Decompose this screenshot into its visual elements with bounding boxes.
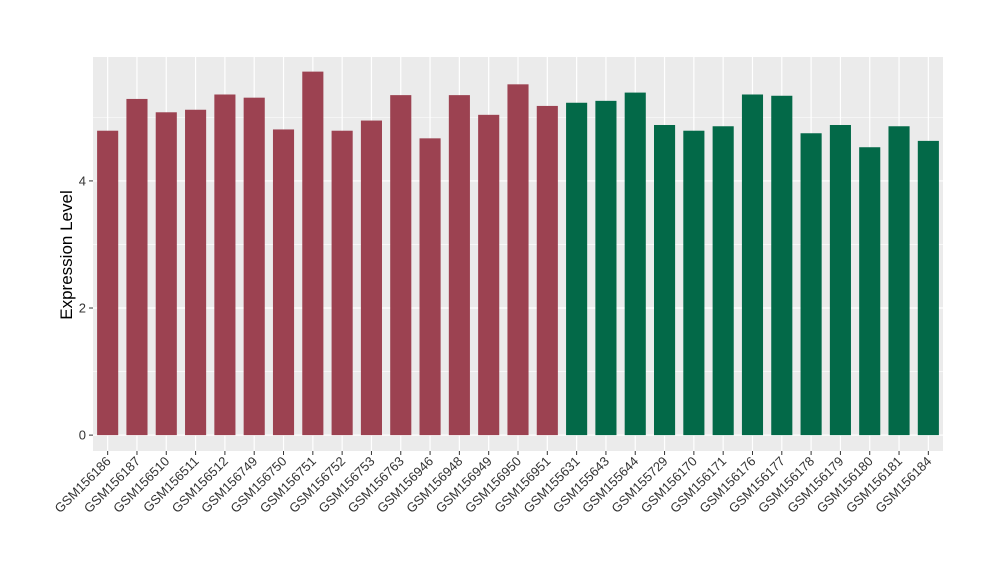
bar-GSM156179 — [829, 124, 851, 436]
x-axis: GSM156186GSM156187GSM156510GSM156511GSM1… — [52, 451, 934, 516]
bar-GSM156186 — [97, 130, 119, 436]
bar-GSM155643 — [595, 100, 617, 436]
bar-GSM156170 — [683, 130, 705, 436]
bar-GSM155631 — [566, 102, 588, 436]
y-tick-label: 0 — [79, 428, 86, 443]
bar-GSM155644 — [624, 92, 646, 436]
y-tick-label: 4 — [79, 173, 86, 188]
bar-GSM156510 — [155, 112, 177, 436]
bar-GSM156171 — [712, 126, 734, 436]
bar-GSM156949 — [478, 114, 500, 436]
bar-GSM156948 — [448, 95, 470, 436]
bar-GSM156763 — [390, 95, 412, 436]
bar-GSM156946 — [419, 138, 441, 436]
bars — [97, 71, 939, 436]
bar-GSM156951 — [536, 105, 558, 436]
bar-GSM155729 — [654, 124, 676, 436]
bar-GSM156751 — [302, 71, 324, 436]
bar-GSM156178 — [800, 133, 822, 436]
bar-GSM156187 — [126, 98, 148, 436]
bar-GSM156752 — [331, 130, 353, 436]
bar-GSM156749 — [243, 97, 265, 436]
bar-GSM156750 — [272, 129, 295, 436]
y-axis: 0 2 4 — [79, 173, 93, 443]
y-axis-title: Expression Level — [57, 190, 76, 319]
bar-GSM156753 — [360, 120, 382, 436]
bar-GSM156950 — [507, 84, 529, 436]
bar-GSM156512 — [214, 94, 236, 436]
bar-GSM156511 — [185, 109, 207, 436]
bar-GSM156184 — [917, 140, 939, 436]
y-tick-label: 2 — [79, 301, 86, 316]
bar-GSM156180 — [859, 147, 881, 436]
bar-GSM156176 — [741, 94, 764, 436]
bar-GSM156181 — [888, 126, 910, 436]
bar-GSM156177 — [771, 95, 793, 436]
